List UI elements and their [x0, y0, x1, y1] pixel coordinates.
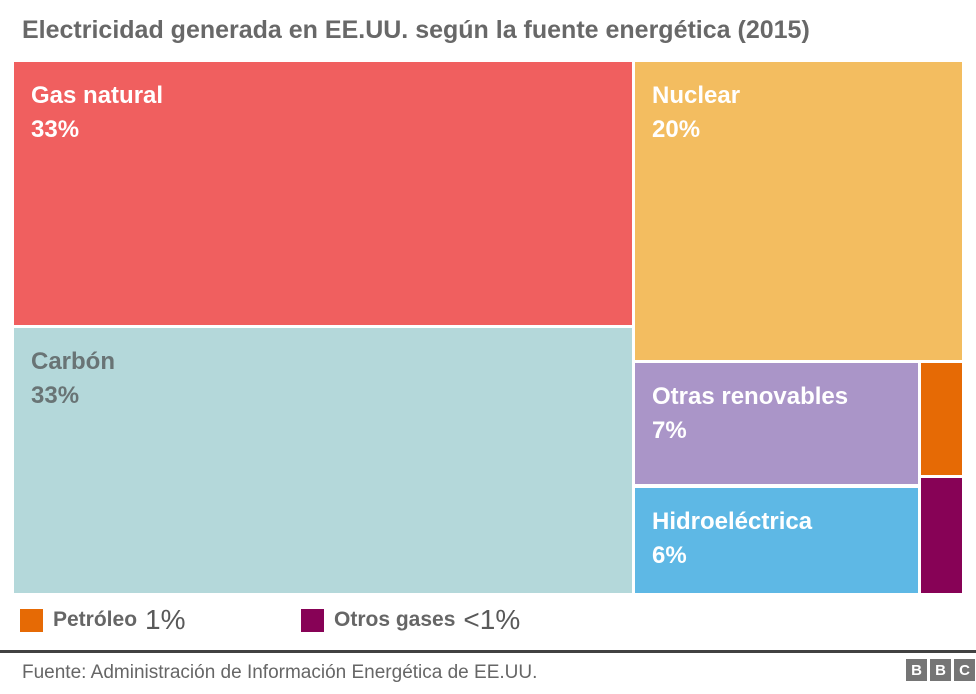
bbc-logo-letter: B: [930, 659, 951, 681]
block-label: Hidroeléctrica: [652, 508, 813, 535]
legend-item-petroleo: Petróleo 1%: [20, 603, 186, 637]
bbc-logo-letter: B: [906, 659, 927, 681]
legend-item-otros-gases: Otros gases <1%: [301, 603, 520, 637]
treemap-block-petroleo: [921, 363, 962, 475]
legend-swatch-petroleo: [20, 608, 43, 632]
block-label: Otras renovables: [652, 383, 849, 410]
block-value: 20%: [652, 116, 701, 143]
footer-divider: [0, 650, 976, 653]
source-attribution: Fuente: Administración de Información En…: [22, 662, 538, 683]
legend-label: Petróleo: [53, 608, 138, 631]
legend: Petróleo 1% Otros gases <1%: [0, 603, 976, 637]
treemap-chart: Gas natural 33% Carbón 33% Nuclear 20% O…: [14, 62, 962, 593]
legend-label: Otros gases: [334, 608, 456, 631]
block-label: Carbón: [31, 348, 115, 375]
legend-value: <1%: [463, 604, 521, 635]
treemap-block-nuclear: Nuclear 20%: [635, 62, 962, 360]
block-value: 33%: [31, 116, 80, 143]
treemap-block-otros-gases: [921, 478, 962, 593]
legend-value: 1%: [145, 604, 186, 635]
bbc-logo: B B C: [906, 659, 975, 681]
page-title: Electricidad generada en EE.UU. según la…: [22, 16, 810, 44]
treemap-block-otras-renovables: Otras renovables 7%: [635, 363, 918, 484]
block-label: Nuclear: [652, 82, 741, 109]
block-label: Gas natural: [31, 82, 164, 109]
block-value: 6%: [652, 542, 687, 569]
treemap-block-hidroelectrica: Hidroeléctrica 6%: [635, 488, 918, 593]
block-value: 33%: [31, 382, 80, 409]
treemap-block-gas-natural: Gas natural 33%: [14, 62, 632, 325]
legend-swatch-otros-gases: [301, 608, 324, 632]
block-value: 7%: [652, 417, 687, 444]
bbc-logo-letter: C: [954, 659, 975, 681]
treemap-block-carbon: Carbón 33%: [14, 328, 632, 593]
